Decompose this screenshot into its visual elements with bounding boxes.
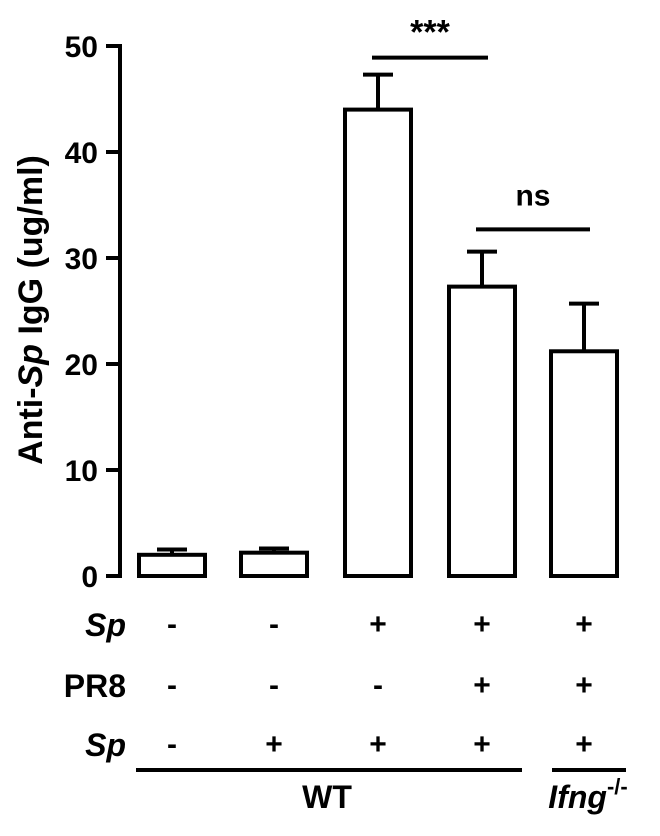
error-bars <box>157 72 599 555</box>
y-axis-label: Anti-Sp IgG (ug/ml) <box>12 155 50 465</box>
bar <box>239 550 309 578</box>
plus-mark: + <box>473 728 491 761</box>
y-axis: 0 10 20 30 40 50 <box>65 31 122 594</box>
y-tick-label: 20 <box>65 349 98 382</box>
significance-label: ns <box>515 179 550 212</box>
row-label: Sp <box>85 727 126 763</box>
group-label-superscript: -/- <box>607 774 628 799</box>
bar <box>549 349 619 578</box>
plus-mark: + <box>473 669 491 702</box>
bar <box>447 284 517 578</box>
plus-mark: + <box>473 608 491 641</box>
group-labels: WT Ifng-/- <box>136 768 628 815</box>
row-label: PR8 <box>64 668 126 704</box>
bar <box>343 107 413 578</box>
plus-mark: + <box>265 728 283 761</box>
minus-mark: - <box>167 728 177 761</box>
minus-mark: - <box>167 669 177 702</box>
y-tick-label: 10 <box>65 455 98 488</box>
significance-label: *** <box>410 14 450 52</box>
minus-mark: - <box>269 608 279 641</box>
plus-mark: + <box>575 669 593 702</box>
minus-mark: - <box>373 669 383 702</box>
group-label: WT <box>302 779 352 815</box>
plus-mark: + <box>575 728 593 761</box>
plus-mark: + <box>369 728 387 761</box>
plus-mark: + <box>369 608 387 641</box>
group-label: Ifng-/- <box>548 774 627 815</box>
minus-mark: - <box>269 669 279 702</box>
row-label: Sp <box>85 607 126 643</box>
condition-table: Sp - - + + + PR8 - - - + + Sp - + + + + <box>64 607 593 763</box>
group-label-gene: Ifng <box>548 779 607 815</box>
plus-mark: + <box>575 608 593 641</box>
y-tick-label: 30 <box>65 243 98 276</box>
y-tick-label: 0 <box>81 561 98 594</box>
y-tick-label: 50 <box>65 31 98 64</box>
minus-mark: - <box>167 608 177 641</box>
significance-annotations: *** ns <box>372 14 590 232</box>
bar <box>137 552 207 578</box>
y-tick-label: 40 <box>65 137 98 170</box>
